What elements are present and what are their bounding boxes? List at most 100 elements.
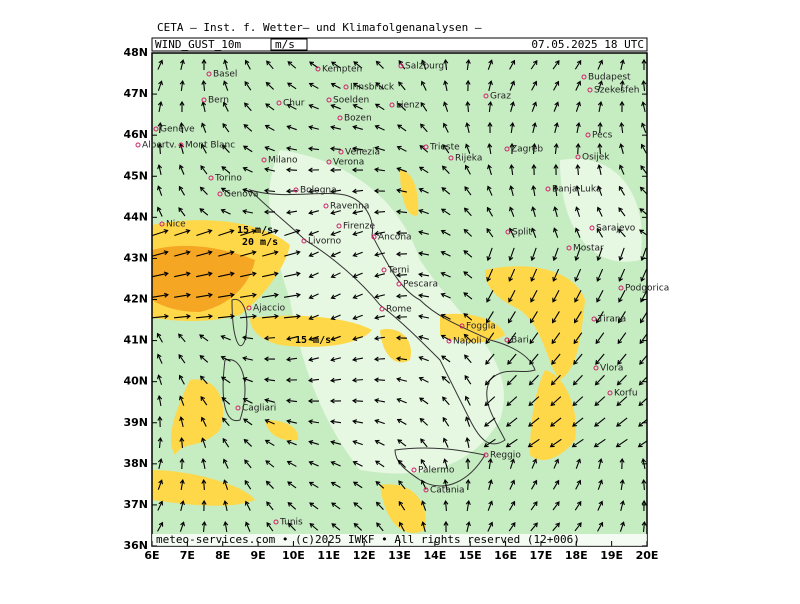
wind-arrow [418,314,430,320]
wind-arrow [308,82,319,89]
lat-label: 37N [123,498,148,511]
lon-label: 18E [565,549,588,562]
wind-arrow [505,438,518,448]
wind-arrow [528,417,540,427]
city-label: Catania [430,486,465,496]
wind-arrow [395,251,408,257]
wind-arrow [330,188,342,194]
wind-arrow [374,273,385,278]
gust-area [485,266,585,380]
wind-arrow [550,396,562,407]
lat-label: 36N [123,539,148,552]
wind-arrow [573,332,583,345]
wind-arrow [222,437,230,448]
wind-arrow [485,353,495,365]
city-dot [206,71,212,77]
wind-arrow [487,500,494,511]
wind-arrow [553,142,559,155]
city-dot [381,267,387,273]
wind-arrow [528,396,540,407]
city-label: Geneve [160,125,195,135]
wind-arrow [418,355,429,362]
wind-arrow [421,521,426,532]
wind-arrow [220,208,231,215]
wind-arrow [531,122,537,133]
city-dot [504,146,510,152]
wind-arrow [286,209,298,215]
wind-arrow [223,59,228,70]
city-dot [217,191,223,197]
wind-arrow [244,479,252,490]
wind-arrow [178,185,186,196]
wind-arrow [240,250,257,257]
wind-arrow [179,121,185,134]
wind-arrow [179,79,185,92]
wind-arrow [373,209,386,215]
wind-arrow [465,122,471,133]
title: WIND_GUST_10m [155,38,241,51]
city-dot [581,74,587,80]
wind-arrow [284,250,301,257]
city-label: Chur [283,99,305,109]
wind-arrow [641,101,647,112]
wind-arrow [152,271,169,278]
wind-arrow [619,121,625,134]
wind-arrow [218,229,235,237]
wind-arrow [619,457,625,470]
wind-arrow [443,479,449,491]
wind-arrow [418,376,429,383]
wind-arrow [242,356,253,362]
wind-arrow [285,188,298,194]
wind-arrow [574,500,582,511]
wind-arrow [156,332,163,343]
city-dot [337,115,343,121]
wind-arrow [596,206,603,217]
wind-arrow [178,207,186,217]
wind-arrow [420,438,428,448]
city-dot [618,285,624,291]
light-field [560,158,642,262]
wind-arrow [486,247,493,262]
wind-arrow [179,436,185,449]
wind-arrow [374,398,386,404]
wind-arrow [244,102,252,112]
wind-arrow [351,167,364,173]
wind-arrow [180,500,185,511]
wind-arrow [308,356,319,362]
wind-arrow [352,272,363,279]
wind-arrow [285,377,298,383]
wind-arrow [287,501,297,510]
wind-arrow [552,289,560,303]
wind-arrow [351,377,364,383]
wind-arrow [244,521,251,532]
city-dot [326,159,332,165]
wind-arrow [485,332,495,345]
wind-arrow [530,522,538,532]
wind-arrow [329,377,342,383]
city-dot [411,467,417,473]
wind-arrow [509,458,515,469]
map-area [152,53,647,546]
wind-arrow [397,439,407,447]
wind-arrow [286,146,298,152]
wind-arrow [531,163,537,176]
city-dot [585,132,591,138]
wind-arrow [262,292,279,298]
wind-arrow [616,396,628,407]
wind-arrow [307,146,320,152]
wind-arrow [441,165,450,175]
wind-arrow [395,314,408,320]
wind-arrow [618,164,625,175]
wind-arrow [418,187,429,194]
wind-arrow [174,229,191,237]
city-dot [448,155,454,161]
wind-arrow [418,208,429,215]
wind-arrow [440,250,451,257]
wind-arrow [374,439,385,446]
wind-arrow [284,229,301,237]
gust-area [250,315,372,347]
city-dot [589,225,595,231]
city-label: Nice [166,220,186,230]
wind-arrow [418,335,429,340]
wind-arrow [330,61,341,69]
